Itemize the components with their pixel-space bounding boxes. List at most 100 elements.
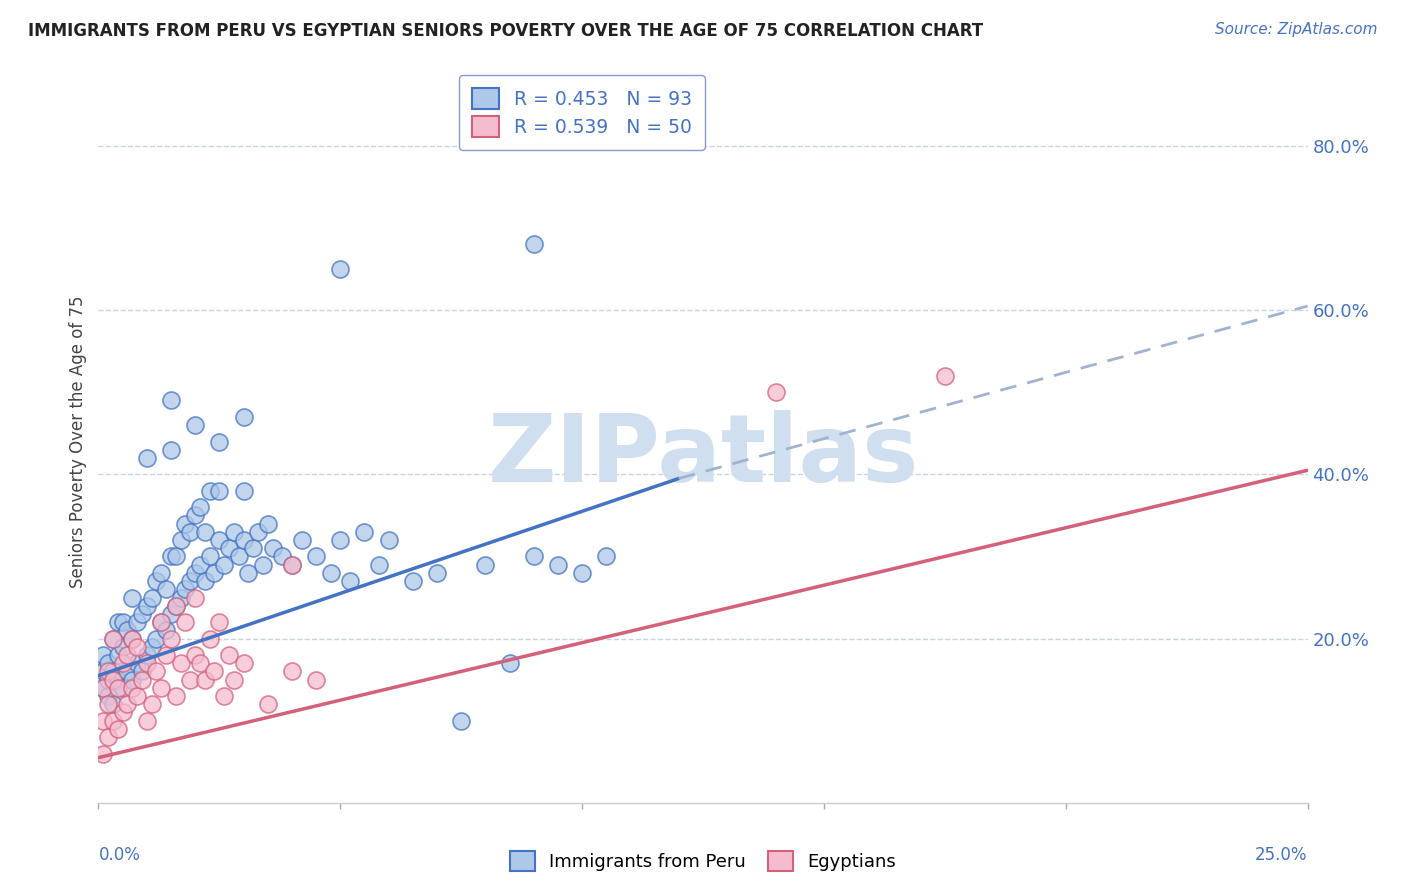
Point bbox=[101, 632, 124, 646]
Point bbox=[155, 582, 177, 597]
Point bbox=[145, 665, 167, 679]
Point bbox=[222, 673, 245, 687]
Point bbox=[256, 516, 278, 531]
Point bbox=[765, 385, 787, 400]
Point bbox=[111, 657, 134, 671]
Point bbox=[141, 698, 163, 712]
Point bbox=[271, 549, 294, 564]
Point bbox=[232, 533, 254, 547]
Point bbox=[194, 574, 217, 588]
Point bbox=[91, 714, 114, 728]
Point bbox=[111, 681, 134, 695]
Point bbox=[127, 615, 149, 630]
Point bbox=[121, 591, 143, 605]
Point bbox=[107, 648, 129, 662]
Point bbox=[247, 524, 270, 539]
Point bbox=[212, 558, 235, 572]
Point bbox=[402, 574, 425, 588]
Point bbox=[184, 418, 207, 433]
Point bbox=[290, 533, 312, 547]
Point bbox=[252, 558, 274, 572]
Point bbox=[117, 698, 139, 712]
Point bbox=[305, 549, 328, 564]
Point bbox=[91, 648, 114, 662]
Point bbox=[450, 714, 472, 728]
Point bbox=[169, 533, 191, 547]
Legend: Immigrants from Peru, Egyptians: Immigrants from Peru, Egyptians bbox=[502, 844, 904, 879]
Point bbox=[547, 558, 569, 572]
Point bbox=[595, 549, 617, 564]
Point bbox=[135, 599, 157, 613]
Point bbox=[141, 591, 163, 605]
Point bbox=[498, 657, 520, 671]
Point bbox=[368, 558, 391, 572]
Point bbox=[474, 558, 496, 572]
Point bbox=[218, 648, 240, 662]
Point bbox=[174, 582, 197, 597]
Point bbox=[160, 549, 183, 564]
Point bbox=[111, 640, 134, 654]
Text: IMMIGRANTS FROM PERU VS EGYPTIAN SENIORS POVERTY OVER THE AGE OF 75 CORRELATION : IMMIGRANTS FROM PERU VS EGYPTIAN SENIORS… bbox=[28, 22, 983, 40]
Point bbox=[111, 706, 134, 720]
Point bbox=[121, 632, 143, 646]
Point bbox=[135, 648, 157, 662]
Point bbox=[165, 599, 187, 613]
Legend: R = 0.453   N = 93, R = 0.539   N = 50: R = 0.453 N = 93, R = 0.539 N = 50 bbox=[460, 75, 704, 150]
Point bbox=[107, 673, 129, 687]
Point bbox=[111, 615, 134, 630]
Point bbox=[174, 516, 197, 531]
Point bbox=[150, 615, 173, 630]
Point bbox=[160, 607, 183, 621]
Point bbox=[135, 450, 157, 465]
Point bbox=[184, 591, 207, 605]
Point bbox=[329, 262, 352, 277]
Point bbox=[281, 558, 304, 572]
Point bbox=[188, 500, 211, 515]
Point bbox=[188, 657, 211, 671]
Point bbox=[101, 673, 124, 687]
Point bbox=[121, 681, 143, 695]
Point bbox=[934, 368, 956, 383]
Point bbox=[117, 624, 139, 638]
Point bbox=[232, 657, 254, 671]
Point bbox=[91, 665, 114, 679]
Point bbox=[127, 657, 149, 671]
Point bbox=[155, 624, 177, 638]
Point bbox=[165, 689, 187, 703]
Point bbox=[281, 665, 304, 679]
Text: Source: ZipAtlas.com: Source: ZipAtlas.com bbox=[1215, 22, 1378, 37]
Point bbox=[127, 640, 149, 654]
Point bbox=[150, 681, 173, 695]
Point bbox=[101, 665, 124, 679]
Point bbox=[135, 657, 157, 671]
Point bbox=[150, 615, 173, 630]
Point bbox=[222, 524, 245, 539]
Point bbox=[339, 574, 361, 588]
Point bbox=[208, 533, 231, 547]
Point bbox=[97, 698, 120, 712]
Point bbox=[377, 533, 399, 547]
Text: ZIPatlas: ZIPatlas bbox=[488, 410, 918, 502]
Point bbox=[198, 483, 221, 498]
Point bbox=[150, 566, 173, 580]
Y-axis label: Seniors Poverty Over the Age of 75: Seniors Poverty Over the Age of 75 bbox=[69, 295, 87, 588]
Point bbox=[281, 558, 304, 572]
Point bbox=[107, 681, 129, 695]
Point bbox=[169, 657, 191, 671]
Point bbox=[353, 524, 375, 539]
Point bbox=[101, 714, 124, 728]
Point bbox=[204, 665, 226, 679]
Point bbox=[204, 566, 226, 580]
Point bbox=[145, 574, 167, 588]
Point bbox=[184, 648, 207, 662]
Point bbox=[523, 549, 546, 564]
Point bbox=[198, 632, 221, 646]
Point bbox=[121, 632, 143, 646]
Point bbox=[571, 566, 593, 580]
Point bbox=[179, 524, 201, 539]
Point bbox=[97, 730, 120, 744]
Text: 25.0%: 25.0% bbox=[1256, 847, 1308, 864]
Point bbox=[208, 615, 231, 630]
Point bbox=[91, 681, 114, 695]
Point bbox=[97, 673, 120, 687]
